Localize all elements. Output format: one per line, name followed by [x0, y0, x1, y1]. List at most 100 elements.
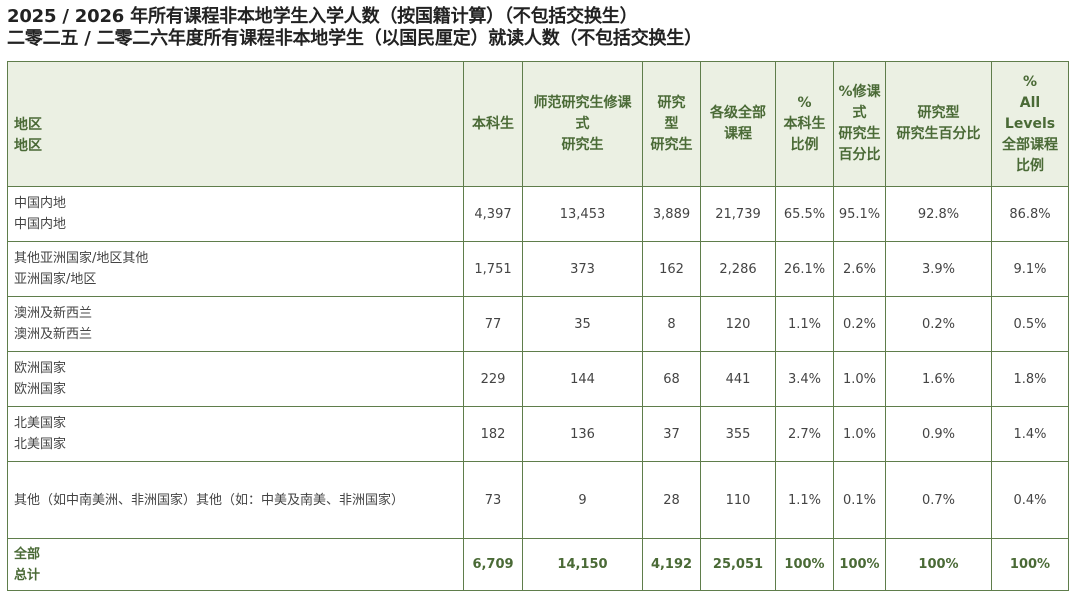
value-cell: 1,751 [463, 241, 523, 297]
region-cell: 北美国家 北美国家 [7, 406, 464, 462]
value-cell: 136 [522, 406, 643, 462]
cell-text-line: 总计 [14, 567, 41, 583]
cell-text-line: 式 [852, 105, 867, 121]
cell-text-line: 研究生百分比 [896, 126, 981, 142]
value-cell: 9 [522, 461, 643, 539]
heading-line-1: 2025 / 2026 年所有课程非本地学生入学人数（按国籍计算）（不包括交换生… [7, 6, 638, 27]
total-value-cell: 100% [833, 538, 886, 591]
cell-text-line: 比例 [790, 136, 819, 153]
value-cell: 0.5% [991, 296, 1069, 352]
cell-text-line: 地区 [14, 138, 42, 154]
value-cell: 1.6% [885, 351, 992, 407]
cell-text-line: 欧洲国家 [14, 361, 67, 376]
value-cell: 3,889 [642, 186, 701, 242]
column-header: 各级全部 课程 [700, 61, 776, 187]
total-label-cell: 全部 总计 [7, 538, 464, 591]
value-cell: 1.1% [775, 296, 834, 352]
region-cell: 其他亚洲国家/地区其他 亚洲国家/地区 [7, 241, 464, 297]
cell-text-line: % [1022, 73, 1038, 90]
value-cell: 21,739 [700, 186, 776, 242]
region-cell: 其他（如中南美洲、非洲国家）其他（如：中美及南美、非洲国家） [7, 461, 464, 539]
value-cell: 3.9% [885, 241, 992, 297]
cell-text-line: 研究生 [838, 126, 881, 142]
total-value-cell: 100% [885, 538, 992, 591]
value-cell: 373 [522, 241, 643, 297]
cell-text-line: 研究 [657, 94, 686, 111]
total-value-cell: 6,709 [463, 538, 523, 591]
total-value-cell: 4,192 [642, 538, 701, 591]
value-cell: 1.8% [991, 351, 1069, 407]
value-cell: 120 [700, 296, 776, 352]
value-cell: 1.1% [775, 461, 834, 539]
table-row: 澳洲及新西兰 澳洲及新西兰 77 35 8 120 1.1% 0.2% 0.2% 0.5% [7, 296, 1069, 352]
cell-text-line: 本科生 [472, 115, 514, 132]
value-cell: 144 [522, 351, 643, 407]
value-cell: 3.4% [775, 351, 834, 407]
cell-text-line: 百分比 [838, 147, 881, 163]
cell-text-line: 亚洲国家/地区 [14, 272, 97, 287]
cell-text-line: 全部课程 [1002, 136, 1058, 153]
column-header: %修课式研究生 百分比 [833, 61, 886, 187]
value-cell: 35 [522, 296, 643, 352]
value-cell: 110 [700, 461, 776, 539]
value-cell: 95.1% [833, 186, 886, 242]
column-header: % 本科生 比例 [775, 61, 834, 187]
column-header: 研究型 研究生百分比 [885, 61, 992, 187]
column-header: 本科生 [463, 61, 523, 187]
value-cell: 355 [700, 406, 776, 462]
value-cell: 13,453 [522, 186, 643, 242]
value-cell: 2.7% [775, 406, 834, 462]
value-cell: 8 [642, 296, 701, 352]
cell-text-line: 其他亚洲国家/地区其他 [14, 251, 149, 266]
cell-text-line: 比例 [1016, 157, 1044, 174]
cell-text-line: 研究生 [561, 136, 604, 153]
cell-text-line: 式 [575, 115, 590, 132]
cell-text-line: 北美国家 [14, 437, 67, 452]
value-cell: 2.6% [833, 241, 886, 297]
cell-text-line: 研究生 [650, 136, 693, 153]
cell-text-line: 型 [664, 115, 679, 132]
cell-text-line: 欧洲国家 [14, 382, 67, 397]
table-row: 欧洲国家 欧洲国家 229 144 68 441 3.4% 1.0% 1.6% 1.8% [7, 351, 1069, 407]
value-cell: 162 [642, 241, 701, 297]
value-cell: 1.0% [833, 351, 886, 407]
cell-text-line: 地区 [14, 117, 42, 133]
value-cell: 26.1% [775, 241, 834, 297]
cell-text-line: 各级全部 [710, 105, 766, 121]
column-header: 地区 地区 [7, 61, 464, 187]
value-cell: 86.8% [991, 186, 1069, 242]
value-cell: 9.1% [991, 241, 1069, 297]
total-row: 全部 总计 6,709 14,150 4,192 25,051 100% 100% 100% 10… [7, 538, 1069, 591]
value-cell: 65.5% [775, 186, 834, 242]
page-heading: 2025 / 2026 年所有课程非本地学生入学人数（按国籍计算）（不包括交换生… [7, 6, 702, 50]
value-cell: 441 [700, 351, 776, 407]
column-header: 研究型研究生 [642, 61, 701, 187]
value-cell: 77 [463, 296, 523, 352]
value-cell: 68 [642, 351, 701, 407]
region-cell: 欧洲国家 欧洲国家 [7, 351, 464, 407]
value-cell: 0.1% [833, 461, 886, 539]
total-value-cell: 100% [775, 538, 834, 591]
table-row: 其他亚洲国家/地区其他 亚洲国家/地区 1,751 373 162 2,286 26.1% 2… [7, 241, 1069, 297]
cell-text-line: 本科生 [783, 115, 826, 132]
value-cell: 0.9% [885, 406, 992, 462]
table-row: 其他（如中南美洲、非洲国家）其他（如：中美及南美、非洲国家） 73 9 28 110 1.… [7, 461, 1069, 539]
table-row: 北美国家 北美国家 182 136 37 355 2.7% 1.0% 0.9% 1.4% [7, 406, 1069, 462]
cell-text-line: 中国内地 [14, 196, 67, 211]
column-header: % All Levels 全部课程 比例 [991, 61, 1069, 187]
value-cell: 1.4% [991, 406, 1069, 462]
column-header: 师范研究生修课式研究生 [522, 61, 643, 187]
cell-text-line: 课程 [724, 126, 752, 142]
total-value-cell: 25,051 [700, 538, 776, 591]
cell-text-line: 澳洲及新西兰 [14, 327, 93, 342]
value-cell: 182 [463, 406, 523, 462]
cell-text-line: 北美国家 [14, 416, 67, 431]
enrolment-table: 地区 地区 本科生 师范研究生修课式研究生 研究型研究生 各级全部 课程% 本科生 比例 %修课式… [7, 61, 1069, 591]
value-cell: 1.0% [833, 406, 886, 462]
value-cell: 28 [642, 461, 701, 539]
table-row: 中国内地 中国内地 4,397 13,453 3,889 21,739 65.5% 95.1%… [7, 186, 1069, 242]
value-cell: 229 [463, 351, 523, 407]
value-cell: 0.2% [885, 296, 992, 352]
total-value-cell: 14,150 [522, 538, 643, 591]
value-cell: 92.8% [885, 186, 992, 242]
